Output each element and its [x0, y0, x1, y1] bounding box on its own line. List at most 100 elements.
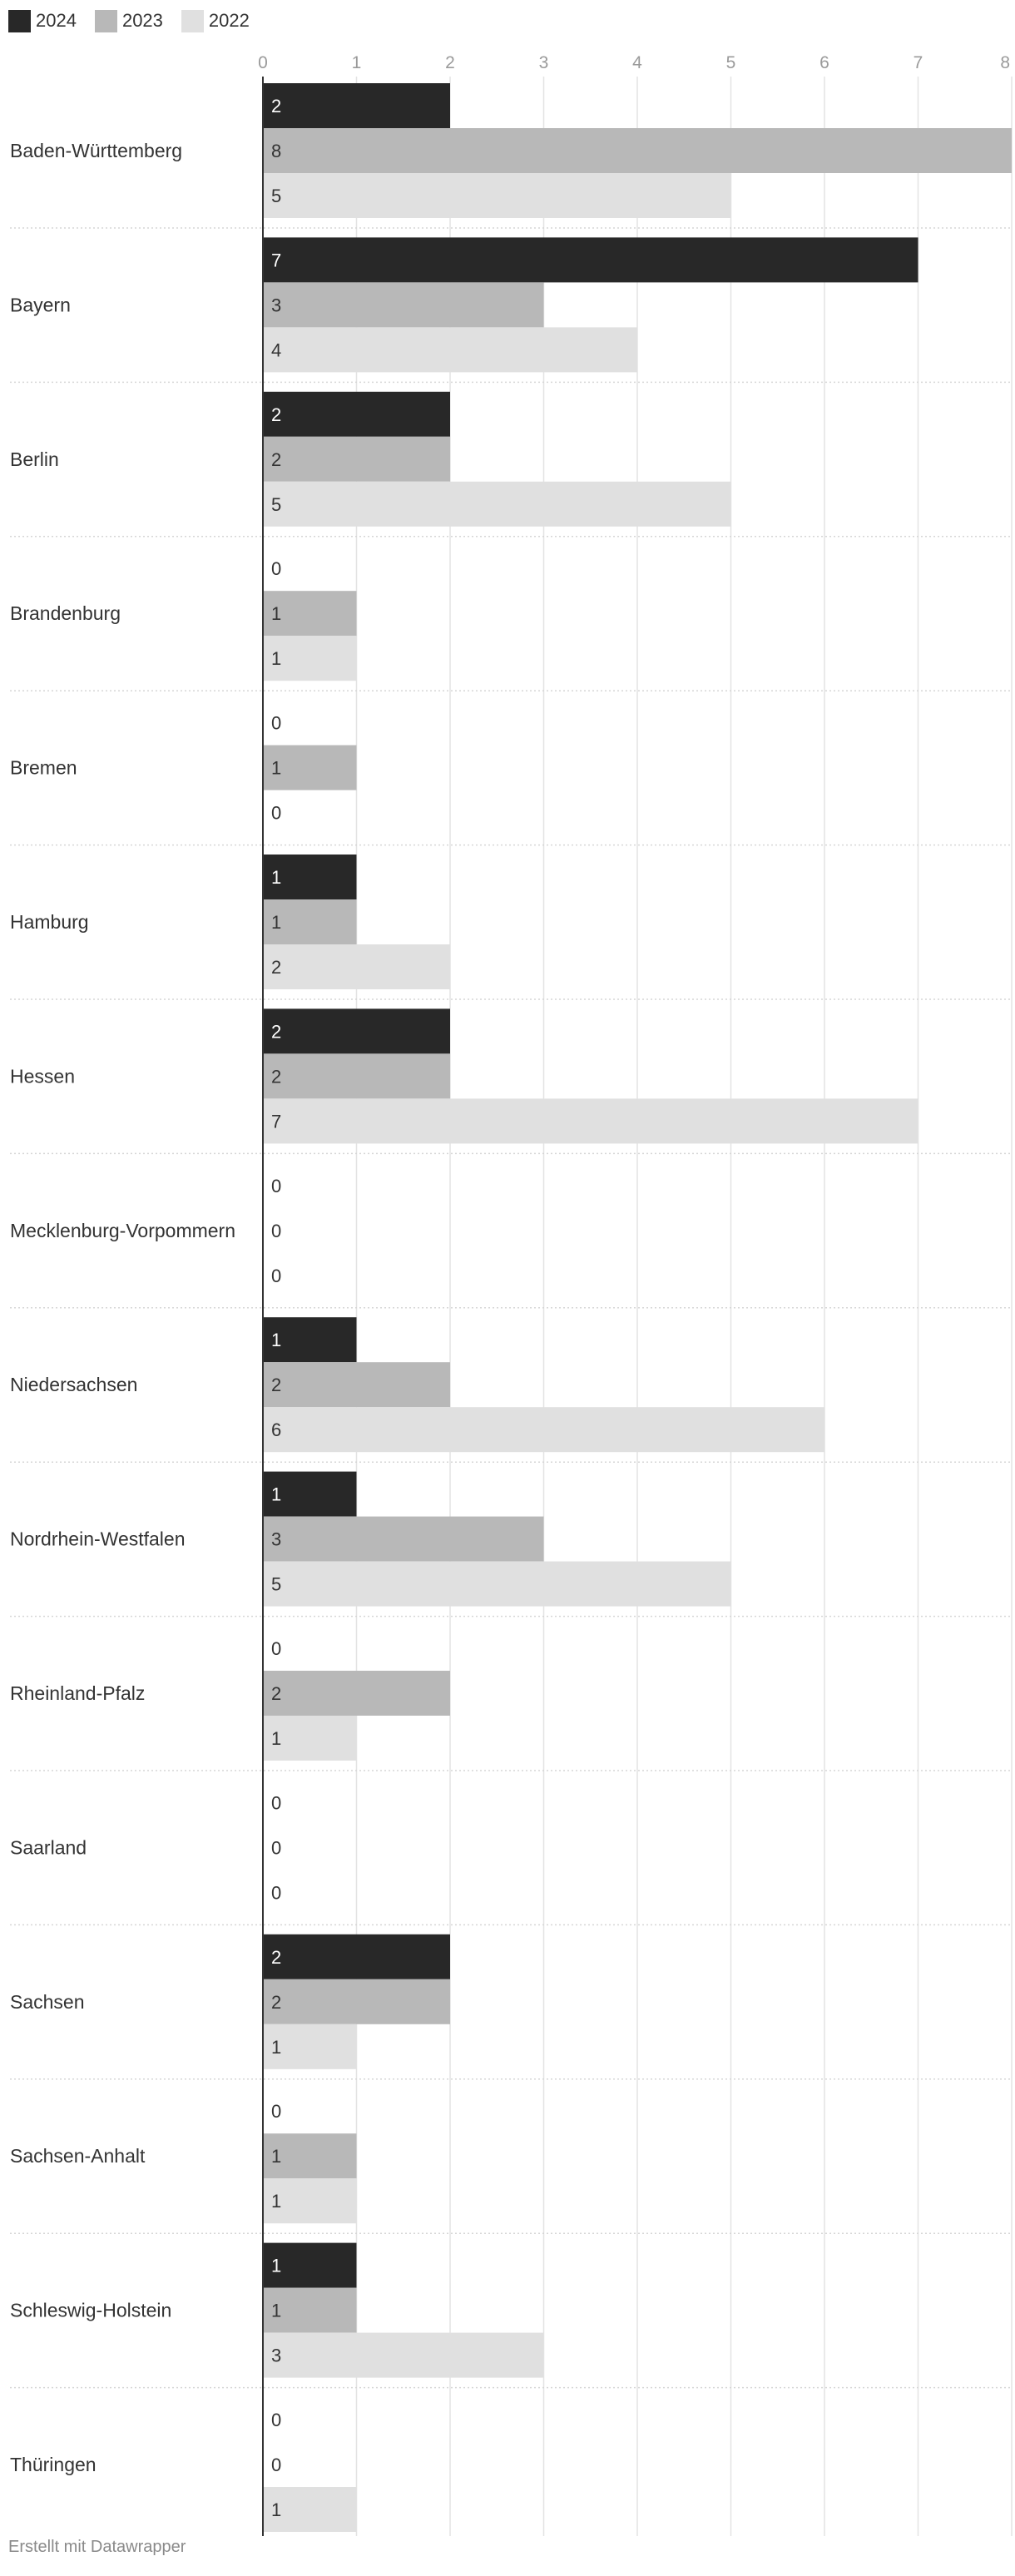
data-label-2022: 7 — [271, 1111, 281, 1132]
data-label-2023: 2 — [271, 1066, 281, 1087]
data-label-2023: 2 — [271, 1992, 281, 2013]
bar-2023 — [263, 1979, 450, 2024]
data-label-2024: 1 — [271, 1484, 281, 1505]
data-label-2022: 5 — [271, 494, 281, 515]
category-label: Bayern — [10, 294, 71, 315]
bar-2024 — [263, 391, 450, 437]
bar-2022 — [263, 481, 731, 527]
bar-2023 — [263, 2287, 357, 2333]
data-label-2024: 0 — [271, 2101, 281, 2122]
legend-swatch-2023 — [94, 9, 117, 32]
bar-2022 — [263, 2178, 357, 2224]
data-label-2024: 2 — [271, 96, 281, 116]
data-label-2022: 5 — [271, 186, 281, 206]
legend-item-2024: 2024 — [8, 9, 77, 32]
bar-2022 — [263, 636, 357, 681]
data-label-2023: 1 — [271, 2146, 281, 2167]
bar-2023 — [263, 1362, 450, 1408]
bar-2022 — [263, 327, 637, 373]
data-label-2023: 3 — [271, 295, 281, 315]
category-label: Sachsen-Anhalt — [10, 2145, 146, 2167]
data-label-2022: 1 — [271, 2499, 281, 2520]
category-label: Niedersachsen — [10, 1374, 137, 1395]
bar-2024 — [263, 1934, 450, 1979]
data-label-2024: 0 — [271, 713, 281, 734]
category-label: Mecklenburg-Vorpommern — [10, 1220, 235, 1241]
data-label-2024: 2 — [271, 404, 281, 425]
category-label: Rheinland-Pfalz — [10, 1682, 145, 1704]
bar-2024 — [263, 237, 918, 283]
category-label: Brandenburg — [10, 602, 121, 624]
bar-2022 — [263, 2487, 357, 2532]
data-label-2023: 0 — [271, 2455, 281, 2475]
category-label: Sachsen — [10, 1991, 85, 2013]
legend-item-2023: 2023 — [94, 9, 163, 32]
bar-2024 — [263, 1471, 357, 1517]
category-label: Baden-Württemberg — [10, 140, 182, 161]
data-label-2022: 0 — [271, 803, 281, 824]
legend-swatch-2022 — [181, 9, 204, 32]
x-tick-label-7: 7 — [914, 53, 923, 72]
category-label: Nordrhein-Westfalen — [10, 1528, 186, 1550]
data-label-2024: 2 — [271, 1947, 281, 1968]
x-tick-label-8: 8 — [1000, 53, 1010, 72]
data-label-2023: 2 — [271, 449, 281, 470]
bar-2023 — [263, 745, 357, 790]
data-label-2022: 1 — [271, 2037, 281, 2058]
data-label-2022: 0 — [271, 1882, 281, 1903]
bar-2024 — [263, 855, 357, 899]
x-tick-label-2: 2 — [445, 53, 455, 72]
bar-2023 — [263, 282, 544, 328]
data-label-2024: 2 — [271, 1021, 281, 1042]
data-label-2023: 2 — [271, 1375, 281, 1395]
bar-2023 — [263, 591, 357, 637]
bar-2022 — [263, 173, 731, 218]
data-label-2022: 1 — [271, 648, 281, 669]
category-label: Bremen — [10, 757, 77, 779]
category-label: Hamburg — [10, 911, 89, 933]
data-label-2024: 1 — [271, 2256, 281, 2276]
bar-2024 — [263, 83, 450, 128]
x-tick-label-1: 1 — [352, 53, 362, 72]
data-label-2022: 4 — [271, 339, 281, 360]
data-label-2022: 0 — [271, 1266, 281, 1286]
data-label-2024: 0 — [271, 558, 281, 579]
legend-label-2024: 2024 — [36, 10, 77, 31]
bar-2023 — [263, 899, 357, 944]
data-label-2024: 1 — [271, 1330, 281, 1350]
bar-2023 — [263, 1516, 544, 1562]
legend-label-2022: 2022 — [208, 10, 250, 31]
x-tick-label-5: 5 — [726, 53, 736, 72]
x-tick-label-6: 6 — [819, 53, 829, 72]
data-label-2023: 2 — [271, 1683, 281, 1704]
bar-2023 — [263, 1053, 450, 1099]
data-label-2024: 1 — [271, 867, 281, 888]
data-label-2023: 1 — [271, 603, 281, 624]
data-label-2023: 0 — [271, 1221, 281, 1241]
data-label-2022: 6 — [271, 1419, 281, 1440]
x-tick-label-0: 0 — [258, 53, 268, 72]
legend-item-2022: 2022 — [181, 9, 250, 32]
category-label: Berlin — [10, 448, 59, 470]
bar-2023 — [263, 1671, 450, 1716]
bar-2024 — [263, 1317, 357, 1363]
bar-2023 — [263, 2133, 357, 2179]
footer-credit: Erstellt mit Datawrapper — [8, 2538, 186, 2556]
bar-2024 — [263, 2242, 357, 2288]
category-label: Schleswig-Holstein — [10, 2300, 171, 2321]
data-label-2024: 0 — [271, 1176, 281, 1196]
category-label: Saarland — [10, 1836, 87, 1858]
data-label-2022: 1 — [271, 2191, 281, 2212]
data-label-2022: 5 — [271, 1574, 281, 1595]
bar-2022 — [263, 2332, 544, 2378]
category-label: Thüringen — [10, 2454, 97, 2475]
data-label-2023: 3 — [271, 1529, 281, 1550]
data-label-2024: 0 — [271, 2410, 281, 2430]
data-label-2023: 1 — [271, 2301, 281, 2321]
data-label-2023: 0 — [271, 1837, 281, 1858]
data-label-2022: 2 — [271, 957, 281, 978]
bar-2022 — [263, 1407, 824, 1453]
bar-2022 — [263, 1098, 918, 1144]
